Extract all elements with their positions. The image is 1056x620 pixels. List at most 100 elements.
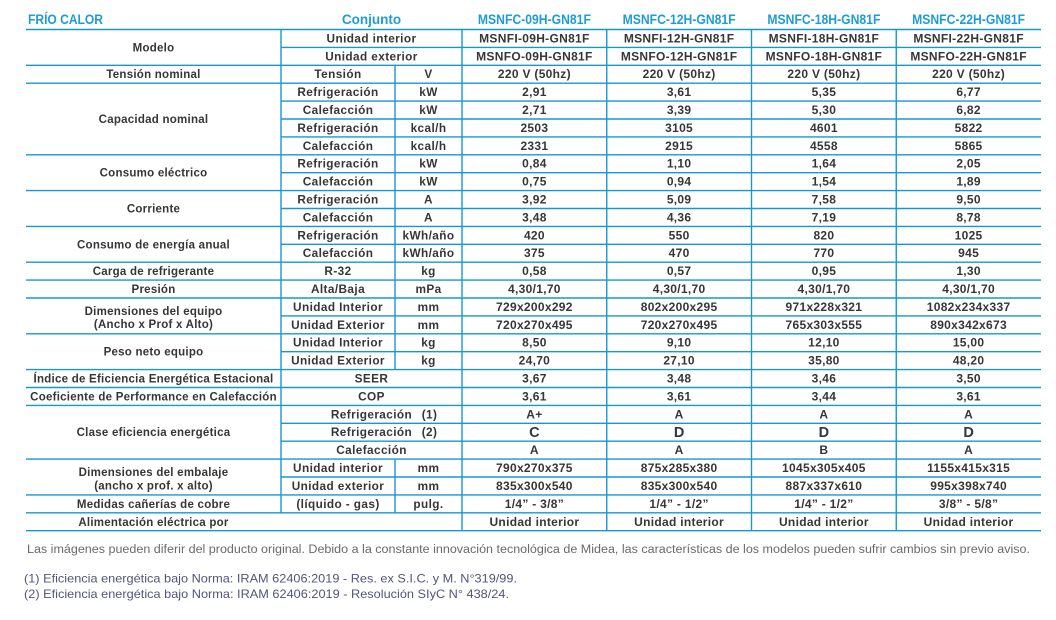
svg-text:Calefacción: Calefacción (303, 246, 374, 260)
svg-text:5,35: 5,35 (812, 85, 837, 99)
svg-text:4,30/1,70: 4,30/1,70 (653, 282, 706, 296)
svg-text:3,61: 3,61 (956, 389, 981, 403)
svg-text:720x270x495: 720x270x495 (641, 318, 718, 332)
svg-text:729x200x292: 729x200x292 (496, 300, 573, 314)
svg-text:A: A (964, 407, 973, 421)
svg-text:Conjunto: Conjunto (342, 12, 401, 27)
svg-text:A+: A+ (526, 407, 542, 421)
svg-text:Calefacción: Calefacción (303, 103, 374, 117)
svg-text:Unidad exterior: Unidad exterior (292, 479, 385, 493)
svg-text:4601: 4601 (810, 121, 838, 135)
svg-text:(1): (1) (422, 407, 438, 421)
svg-text:Las imágenes pueden diferir de: Las imágenes pueden diferir del producto… (27, 544, 1030, 556)
svg-text:820: 820 (813, 228, 834, 242)
svg-text:R-32: R-32 (324, 264, 351, 278)
svg-text:Tensión nominal: Tensión nominal (106, 69, 200, 81)
svg-text:5822: 5822 (955, 121, 983, 135)
svg-text:Unidad interior: Unidad interior (779, 515, 869, 529)
svg-text:887x337x610: 887x337x610 (786, 479, 863, 493)
svg-text:220 V (50hz): 220 V (50hz) (932, 67, 1005, 81)
svg-text:7,58: 7,58 (812, 193, 837, 207)
svg-text:1/4” - 1/2”: 1/4” - 1/2” (794, 497, 853, 511)
svg-text:4,36: 4,36 (667, 210, 692, 224)
svg-text:kW: kW (419, 103, 438, 117)
svg-text:2,91: 2,91 (522, 85, 547, 99)
svg-text:3,48: 3,48 (522, 210, 547, 224)
svg-text:220 V (50hz): 220 V (50hz) (643, 67, 716, 81)
svg-text:MSNFC-12H-GN81F: MSNFC-12H-GN81F (623, 12, 736, 27)
svg-text:2,71: 2,71 (522, 103, 547, 117)
svg-text:3,39: 3,39 (667, 103, 692, 117)
svg-text:1045x305x405: 1045x305x405 (782, 461, 866, 475)
svg-text:MSNFO-18H-GN81F: MSNFO-18H-GN81F (766, 49, 883, 63)
svg-text:Corriente: Corriente (127, 204, 180, 216)
svg-text:890x342x673: 890x342x673 (930, 318, 1007, 332)
svg-text:Índice de Eficiencia Energétic: Índice de Eficiencia Energética Estacion… (34, 373, 274, 386)
svg-text:3,44: 3,44 (812, 389, 837, 403)
svg-text:kWh/año: kWh/año (403, 246, 455, 260)
svg-text:7,19: 7,19 (812, 210, 837, 224)
svg-text:kcal/h: kcal/h (411, 121, 447, 135)
svg-text:Refrigeración: Refrigeración (297, 85, 378, 99)
svg-text:Dimensiones del embalaje: Dimensiones del embalaje (79, 467, 229, 479)
svg-text:Unidad interior: Unidad interior (293, 461, 383, 475)
svg-text:Refrigeración: Refrigeración (297, 193, 378, 207)
svg-text:9,50: 9,50 (956, 193, 981, 207)
svg-text:Calefacción: Calefacción (303, 139, 374, 153)
svg-text:220 V (50hz): 220 V (50hz) (498, 67, 571, 81)
svg-text:3,48: 3,48 (667, 372, 692, 386)
svg-text:2331: 2331 (520, 139, 548, 153)
svg-text:945: 945 (958, 246, 979, 260)
svg-text:790x270x375: 790x270x375 (496, 461, 573, 475)
svg-text:420: 420 (524, 228, 545, 242)
svg-text:4558: 4558 (810, 139, 838, 153)
svg-text:MSNFI-18H-GN81F: MSNFI-18H-GN81F (769, 32, 880, 46)
svg-text:Unidad Exterior: Unidad Exterior (291, 354, 385, 368)
svg-text:mm: mm (418, 479, 440, 493)
svg-text:(2) Eficiencia energética bajo: (2) Eficiencia energética bajo Norma: IR… (24, 587, 509, 601)
svg-text:6,82: 6,82 (956, 103, 981, 117)
svg-text:1,30: 1,30 (956, 264, 981, 278)
svg-text:4,30/1,70: 4,30/1,70 (942, 282, 995, 296)
svg-text:24,70: 24,70 (519, 354, 551, 368)
svg-text:V: V (424, 67, 432, 81)
svg-text:(2): (2) (422, 425, 438, 439)
svg-text:kcal/h: kcal/h (411, 139, 447, 153)
svg-text:8,78: 8,78 (956, 210, 981, 224)
svg-text:1155x415x315: 1155x415x315 (927, 461, 1010, 475)
svg-text:Refrigeración: Refrigeración (297, 157, 378, 171)
svg-text:(ancho x prof. x alto): (ancho x prof. x alto) (94, 480, 213, 492)
svg-text:Peso neto equipo: Peso neto equipo (104, 347, 204, 359)
svg-text:Modelo: Modelo (133, 42, 175, 54)
svg-text:1/4” - 1/2”: 1/4” - 1/2” (649, 497, 708, 511)
svg-text:C: C (529, 425, 540, 441)
svg-text:9,10: 9,10 (667, 336, 692, 350)
svg-text:MSNFI-22H-GN81F: MSNFI-22H-GN81F (913, 32, 1024, 46)
svg-text:Unidad interior: Unidad interior (634, 515, 724, 529)
svg-text:Refrigeración: Refrigeración (331, 407, 412, 421)
svg-text:B: B (819, 443, 828, 457)
svg-text:3,67: 3,67 (522, 372, 547, 386)
svg-text:FRÍO CALOR: FRÍO CALOR (28, 12, 103, 27)
svg-text:3,61: 3,61 (667, 389, 692, 403)
svg-text:A: A (675, 407, 684, 421)
svg-text:A: A (819, 407, 828, 421)
svg-text:Unidad interior: Unidad interior (327, 32, 417, 46)
svg-text:Coeficiente de Performance en: Coeficiente de Performance en Calefacció… (30, 391, 277, 403)
svg-text:1,89: 1,89 (956, 175, 981, 189)
svg-text:15,00: 15,00 (953, 336, 985, 350)
svg-text:Unidad interior: Unidad interior (489, 515, 579, 529)
svg-text:0,75: 0,75 (522, 175, 547, 189)
svg-text:A: A (964, 443, 973, 457)
svg-text:mm: mm (418, 300, 440, 314)
svg-text:12,10: 12,10 (808, 336, 840, 350)
svg-text:3,92: 3,92 (522, 193, 547, 207)
svg-text:0,95: 0,95 (812, 264, 837, 278)
svg-text:D: D (674, 425, 684, 441)
svg-text:5865: 5865 (955, 139, 983, 153)
svg-text:4,30/1,70: 4,30/1,70 (798, 282, 851, 296)
svg-text:Refrigeración: Refrigeración (297, 121, 378, 135)
svg-text:mm: mm (418, 318, 440, 332)
svg-text:802x200x295: 802x200x295 (641, 300, 718, 314)
svg-text:MSNFO-12H-GN81F: MSNFO-12H-GN81F (621, 49, 738, 63)
